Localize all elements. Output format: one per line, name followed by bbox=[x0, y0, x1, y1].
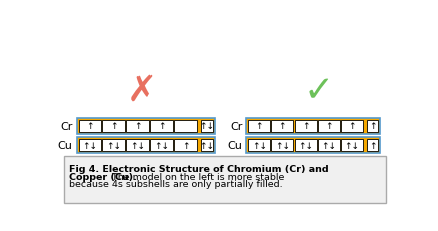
Text: The model on the left is more stable: The model on the left is more stable bbox=[109, 172, 284, 181]
Text: ↑↓: ↑↓ bbox=[344, 141, 359, 150]
Text: ↑↓: ↑↓ bbox=[199, 141, 214, 150]
Bar bbox=[64, 157, 385, 203]
Bar bbox=[76, 137, 214, 153]
Text: ↑: ↑ bbox=[158, 122, 165, 131]
Text: ↑↓: ↑↓ bbox=[251, 141, 266, 150]
Bar bbox=[201, 120, 212, 132]
Bar bbox=[294, 120, 316, 132]
Text: ↑: ↑ bbox=[368, 122, 375, 131]
Bar bbox=[201, 139, 212, 152]
Text: Cu: Cu bbox=[58, 140, 73, 150]
Text: ↑↓: ↑↓ bbox=[297, 141, 312, 150]
Bar bbox=[247, 139, 270, 152]
Bar bbox=[317, 139, 339, 152]
Text: ↑↓: ↑↓ bbox=[82, 141, 97, 150]
Bar bbox=[340, 139, 362, 152]
Text: ↑↓: ↑↓ bbox=[321, 141, 336, 150]
Bar bbox=[78, 139, 101, 152]
Bar bbox=[246, 118, 379, 134]
Text: Copper (Cu).: Copper (Cu). bbox=[69, 172, 136, 181]
Text: ↑↓: ↑↓ bbox=[106, 141, 121, 150]
Text: ↑: ↑ bbox=[324, 122, 332, 131]
Text: ↑↓: ↑↓ bbox=[130, 141, 145, 150]
Bar bbox=[271, 139, 293, 152]
Bar bbox=[174, 139, 197, 152]
Text: ↑: ↑ bbox=[181, 141, 189, 150]
Bar bbox=[126, 139, 149, 152]
Bar bbox=[76, 118, 214, 134]
Text: Cr: Cr bbox=[60, 121, 73, 131]
Bar bbox=[126, 120, 149, 132]
Text: ↑: ↑ bbox=[134, 122, 141, 131]
Bar bbox=[366, 120, 378, 132]
Text: ↑: ↑ bbox=[301, 122, 309, 131]
Bar bbox=[246, 137, 379, 153]
Text: ✗: ✗ bbox=[126, 74, 156, 107]
Bar bbox=[174, 120, 197, 132]
Text: because 4s subshells are only partially filled.: because 4s subshells are only partially … bbox=[69, 179, 282, 188]
Text: ↑↓: ↑↓ bbox=[154, 141, 169, 150]
Bar bbox=[294, 139, 316, 152]
Text: ↑: ↑ bbox=[255, 122, 262, 131]
Text: ↑: ↑ bbox=[110, 122, 117, 131]
Bar bbox=[247, 120, 270, 132]
Text: ↑: ↑ bbox=[368, 141, 375, 150]
Bar bbox=[150, 139, 173, 152]
Text: ↑↓: ↑↓ bbox=[274, 141, 289, 150]
Text: ↑: ↑ bbox=[86, 122, 93, 131]
Text: ↑↓: ↑↓ bbox=[199, 122, 214, 131]
Bar bbox=[340, 120, 362, 132]
Text: ↑: ↑ bbox=[347, 122, 355, 131]
Bar bbox=[102, 139, 125, 152]
Text: ✓: ✓ bbox=[303, 74, 333, 107]
Bar bbox=[150, 120, 173, 132]
Text: Cr: Cr bbox=[230, 121, 242, 131]
Bar bbox=[78, 120, 101, 132]
Text: ↑: ↑ bbox=[278, 122, 286, 131]
Bar bbox=[102, 120, 125, 132]
Bar bbox=[366, 139, 378, 152]
Bar bbox=[317, 120, 339, 132]
Bar bbox=[271, 120, 293, 132]
Text: Fig 4. Electronic Structure of Chromium (Cr) and: Fig 4. Electronic Structure of Chromium … bbox=[69, 164, 328, 173]
Text: Cu: Cu bbox=[227, 140, 242, 150]
